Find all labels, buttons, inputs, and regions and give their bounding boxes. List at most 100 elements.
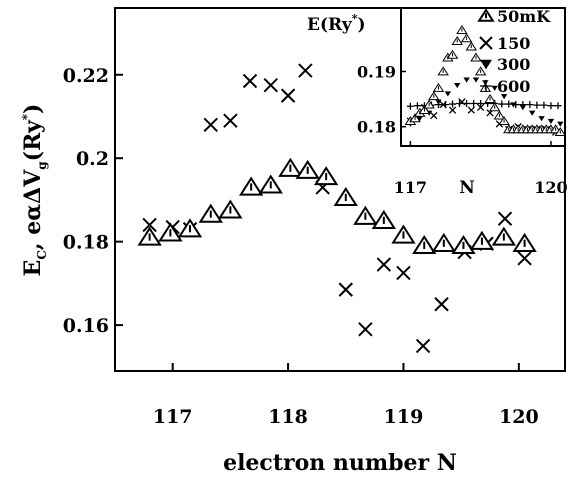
cross-point bbox=[517, 251, 532, 266]
triangle-point bbox=[371, 209, 397, 229]
legend-marker-300 bbox=[480, 59, 492, 70]
inset-cross-point bbox=[439, 100, 447, 109]
cross-point bbox=[142, 217, 157, 233]
inset-open-triangle-point bbox=[432, 82, 445, 92]
inset-plus-point bbox=[533, 101, 541, 109]
y-axis-title-base: E bbox=[20, 260, 46, 277]
triangle-point bbox=[198, 203, 223, 223]
y-axis-title-sup: * bbox=[20, 113, 34, 120]
y-tick-label: 0.16 bbox=[63, 315, 109, 337]
inset-filled-down-triangle-point bbox=[557, 121, 564, 127]
x-tick-label: 118 bbox=[268, 406, 308, 428]
inset-open-triangle-point bbox=[437, 66, 449, 76]
triangle-point bbox=[391, 224, 416, 244]
triangle-point bbox=[333, 186, 358, 207]
inset-open-triangle-point bbox=[498, 116, 510, 126]
inset-open-triangle-point bbox=[418, 104, 431, 114]
inset-filled-down-triangle-point bbox=[500, 94, 508, 100]
inset-open-triangle-point bbox=[428, 91, 440, 101]
cross-point bbox=[497, 211, 513, 226]
legend-label: 600 bbox=[497, 77, 530, 96]
triangle-point bbox=[295, 159, 320, 179]
inset-open-triangle-point bbox=[488, 102, 501, 112]
cross-point bbox=[223, 113, 238, 128]
inset-open-triangle-point bbox=[554, 127, 567, 137]
inset-plus-point bbox=[540, 101, 548, 109]
inset-open-triangle-point bbox=[456, 24, 468, 34]
inset-filled-down-triangle-point bbox=[538, 116, 545, 122]
triangle-point bbox=[258, 174, 283, 194]
y-axis-title-paren-open: (Ry bbox=[20, 119, 46, 161]
inset-open-triangle-point bbox=[474, 66, 487, 76]
x-tick-label: 120 bbox=[499, 406, 539, 428]
triangle-point bbox=[412, 234, 437, 255]
legend-marker-150 bbox=[479, 36, 493, 50]
inset-filled-down-triangle-point bbox=[472, 77, 480, 83]
inset-x-tick-label: 117 bbox=[394, 178, 427, 197]
inset-cross-point bbox=[458, 98, 466, 106]
inset-cross-point bbox=[467, 106, 475, 114]
y-axis-title-paren-close: ) bbox=[20, 104, 46, 114]
y-tick-label: 0.22 bbox=[63, 65, 109, 87]
inset-filled-down-triangle-point bbox=[416, 116, 423, 122]
inset-x-tick-label: 120 bbox=[534, 178, 567, 197]
triangle-point bbox=[278, 157, 303, 177]
triangle-point bbox=[313, 166, 339, 186]
cross-point bbox=[396, 265, 411, 281]
inset-plus-point bbox=[526, 101, 534, 109]
cross-point bbox=[376, 257, 392, 272]
inset-plus-point bbox=[470, 99, 478, 107]
triangle-point bbox=[512, 232, 537, 252]
inset-filled-down-triangle-point bbox=[547, 118, 555, 125]
x-tick-label: 119 bbox=[384, 406, 424, 428]
cross-point bbox=[434, 297, 449, 312]
inset-open-triangle-point bbox=[423, 99, 435, 109]
inset-open-triangle-point bbox=[493, 110, 506, 120]
inset-plus-point bbox=[554, 102, 562, 110]
triangle-point bbox=[137, 226, 162, 246]
inset-plus-point bbox=[449, 100, 457, 108]
inset-open-triangle-point bbox=[465, 41, 478, 51]
inset-open-triangle-point bbox=[460, 33, 473, 43]
inset-open-triangle-point bbox=[470, 52, 482, 62]
triangle-point bbox=[491, 226, 517, 246]
cross-point bbox=[242, 73, 258, 89]
inset-title-main: E(Ry bbox=[307, 15, 353, 35]
inset-y-tick-label: 0.19 bbox=[357, 62, 396, 81]
x-tick-label: 117 bbox=[153, 406, 193, 428]
inset-filled-down-triangle-point bbox=[491, 85, 498, 91]
inset-filled-down-triangle-point bbox=[454, 83, 461, 89]
legend-label: 50mK bbox=[497, 7, 551, 26]
inset-filled-down-triangle-point bbox=[510, 102, 517, 108]
inset-open-triangle-point bbox=[409, 113, 421, 123]
inset-open-triangle-point bbox=[451, 35, 463, 45]
inset-plus-point bbox=[413, 102, 421, 110]
inset-cross-point bbox=[476, 103, 485, 112]
cross-point bbox=[415, 338, 431, 354]
inset-legend: 50mK 150 300 600 bbox=[477, 7, 551, 96]
y-axis-title-sub1: C bbox=[35, 250, 49, 260]
inset-plus-point bbox=[505, 100, 513, 108]
y-tick-label: 0.18 bbox=[63, 232, 109, 254]
triangle-point bbox=[353, 205, 378, 225]
y-tick-label: 0.2 bbox=[76, 148, 109, 170]
inset-filled-down-triangle-point bbox=[519, 105, 527, 111]
inset-axis-ticks: 117 120 0.18 0.19 bbox=[357, 62, 568, 197]
inset-plot-frame bbox=[400, 7, 566, 147]
legend-marker-50mK bbox=[477, 8, 495, 22]
inset-title-sup: * bbox=[352, 12, 358, 25]
inset-plus-point bbox=[477, 99, 485, 107]
cross-point bbox=[280, 88, 296, 103]
inset-filled-down-triangle-point bbox=[463, 77, 470, 83]
inset-open-triangle-point bbox=[479, 82, 492, 92]
inset-cross-point bbox=[448, 106, 457, 114]
legend-label: 300 bbox=[497, 55, 530, 74]
triangle-point bbox=[451, 234, 476, 255]
inset-filled-down-triangle-point bbox=[435, 99, 442, 105]
y-axis-title-mid: , eαΔV bbox=[20, 169, 46, 250]
inset-title-close: ) bbox=[357, 15, 365, 35]
x-axis-title: electron number N bbox=[223, 450, 457, 476]
cross-point bbox=[298, 63, 313, 78]
inset-plus-point bbox=[406, 102, 414, 110]
